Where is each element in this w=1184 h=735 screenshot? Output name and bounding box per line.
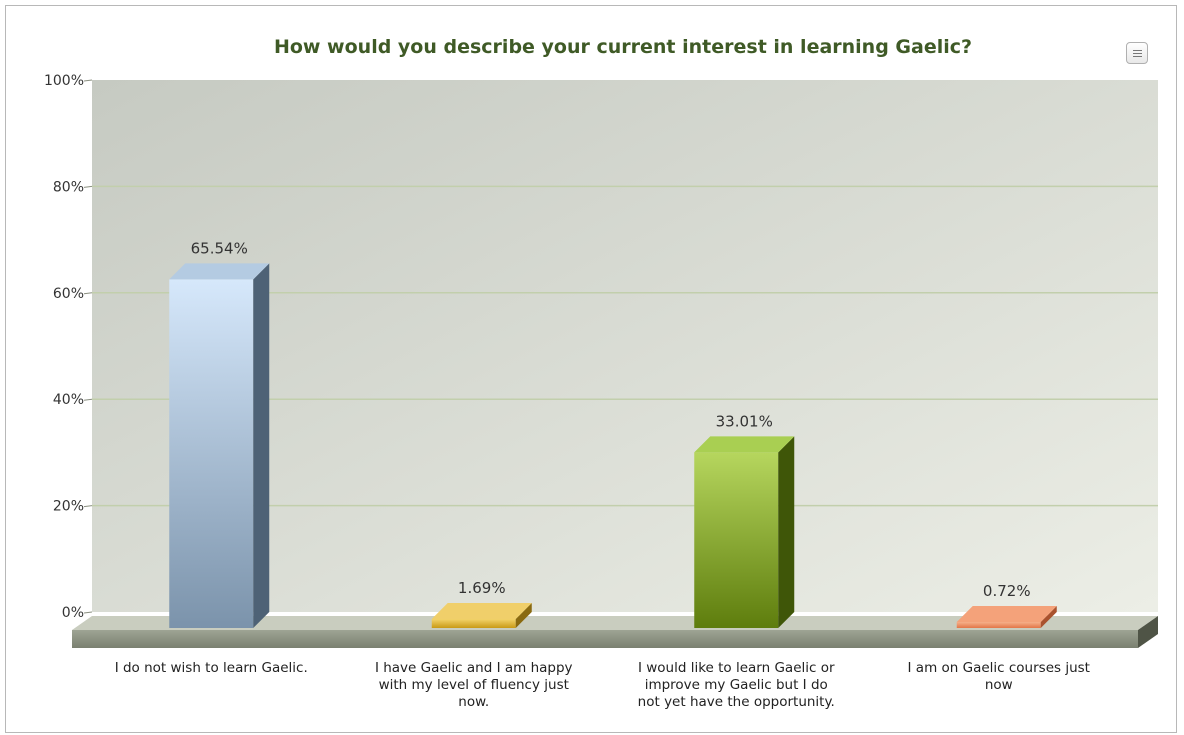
y-tick-mark (83, 398, 93, 401)
bar-side (1040, 606, 1057, 628)
y-tick-label: 100% (44, 73, 84, 89)
hamburger-menu-icon (1133, 50, 1142, 51)
plot-background (92, 80, 1158, 612)
bar-front (431, 619, 516, 628)
y-tick-label: 20% (53, 499, 84, 515)
bar-3[interactable] (694, 436, 795, 628)
bar-front (169, 279, 254, 628)
y-tick-mark (83, 79, 93, 82)
bar-top (694, 436, 795, 453)
bar-front (956, 622, 1041, 628)
bar-side (253, 263, 270, 628)
floor-top (72, 616, 1158, 630)
data-label: 65.54% (191, 239, 248, 257)
data-label: 1.69% (458, 579, 506, 597)
bar-top (956, 606, 1057, 622)
data-label: 33.01% (716, 412, 773, 430)
floor-front (72, 630, 1138, 648)
y-tick-mark (83, 611, 93, 614)
chart-menu-button[interactable] (1126, 42, 1148, 64)
x-category-label: I do not wish to learn Gaelic. (115, 660, 308, 676)
chart-title: How would you describe your current inte… (274, 36, 972, 58)
y-tick-label: 0% (62, 605, 84, 621)
bar-1[interactable] (169, 263, 270, 628)
y-tick-mark (83, 292, 93, 295)
x-category-label: I am on Gaelic courses just now (908, 660, 1090, 693)
floor-side (1138, 616, 1158, 648)
bar-top (431, 603, 532, 620)
data-label: 0.72% (983, 582, 1031, 600)
y-tick-label: 80% (53, 179, 84, 195)
y-tick-mark (83, 505, 93, 508)
x-category-label: I would like to learn Gaelic or improve m… (638, 660, 835, 710)
bar-4[interactable] (956, 606, 1057, 628)
bar-2[interactable] (431, 603, 532, 628)
x-category-label: I have Gaelic and I am happy with my leve… (375, 660, 573, 710)
y-tick-label: 40% (53, 392, 84, 408)
bar-side (515, 603, 532, 628)
y-tick-label: 60% (53, 286, 84, 302)
bar-front (694, 452, 779, 628)
bar-side (778, 436, 795, 628)
y-tick-mark (83, 185, 93, 188)
bar-top (169, 263, 270, 280)
